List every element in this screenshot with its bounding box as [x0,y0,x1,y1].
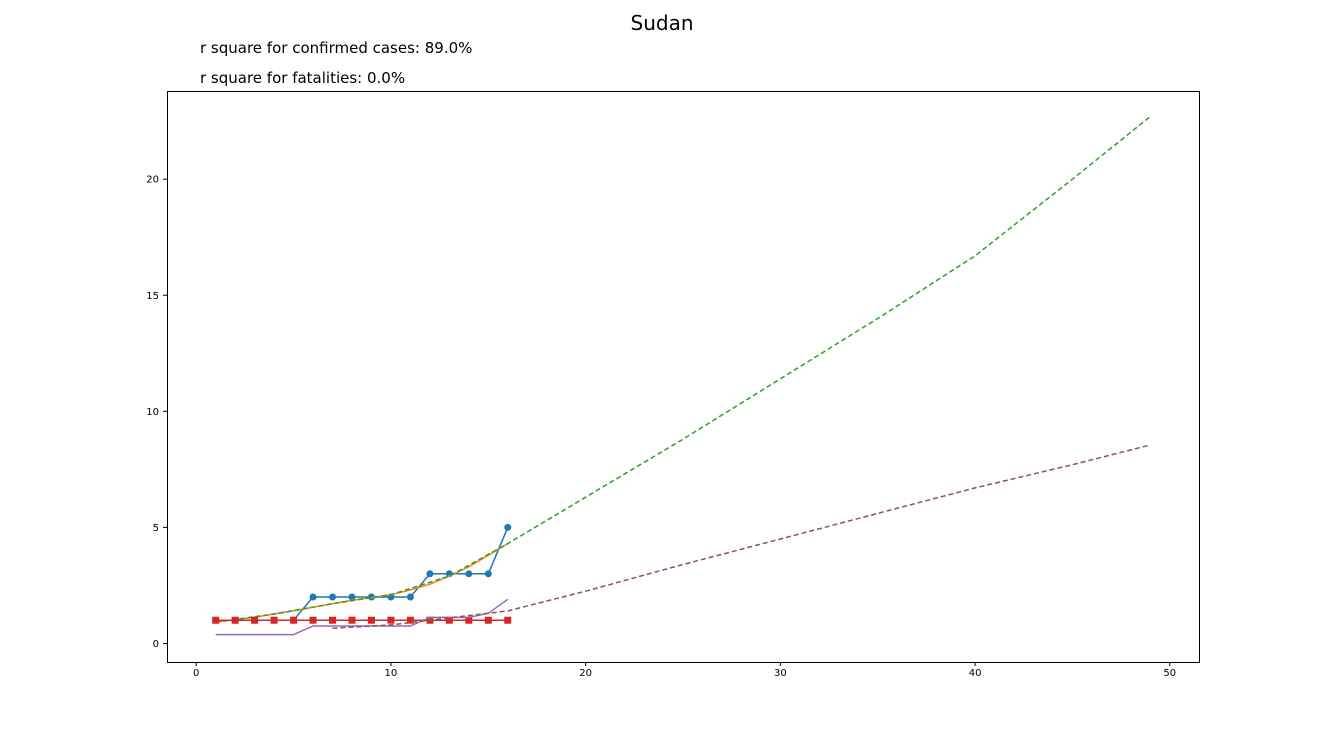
data-point [348,616,356,624]
x-tick-label: 0 [193,668,199,679]
x-tick-label: 20 [579,668,592,679]
axes: 0 10 20 30 40 50 0 5 10 15 20 [146,175,1176,679]
series-3 [215,115,1151,623]
series-layer [212,115,1151,636]
data-point [231,616,239,624]
y-tick-label: 5 [153,523,159,534]
x-tick-label: 10 [385,668,398,679]
data-point [329,593,337,601]
y-tick-label: 0 [153,639,159,650]
series-6-line [332,444,1151,630]
data-point [484,616,492,624]
series-6 [332,444,1151,630]
annotation-r-square-confirmed: r square for confirmed cases: 89.0% [200,39,472,57]
data-point [445,616,453,624]
plot-area-frame [167,91,1200,663]
series-3-line [215,115,1151,623]
data-point [348,593,356,601]
data-point [484,570,492,578]
data-point [465,570,473,578]
x-tick-label: 40 [969,668,982,679]
data-point [387,616,395,624]
series-2 [215,542,509,623]
data-point [465,616,473,624]
data-point [309,616,317,624]
data-point [406,593,414,601]
data-point [406,616,414,624]
series-2-line [215,542,509,623]
data-point [270,616,278,624]
data-point [504,616,512,624]
series-1 [212,523,512,624]
data-point [367,616,375,624]
data-point [504,523,512,531]
y-tick-label: 15 [146,291,159,302]
annotation-r-square-fatalities: r square for fatalities: 0.0% [200,69,405,87]
data-point [329,616,337,624]
data-point [426,570,434,578]
series-1-line [215,527,509,621]
series-4 [212,616,512,624]
data-point [251,616,259,624]
chart-title: Sudan [631,11,694,35]
data-point [309,593,317,601]
x-tick-label: 30 [774,668,787,679]
x-tick-label: 50 [1163,668,1176,679]
y-tick-label: 10 [146,407,159,418]
y-tick-label: 20 [146,175,159,186]
data-point [212,616,220,624]
data-point [290,616,298,624]
